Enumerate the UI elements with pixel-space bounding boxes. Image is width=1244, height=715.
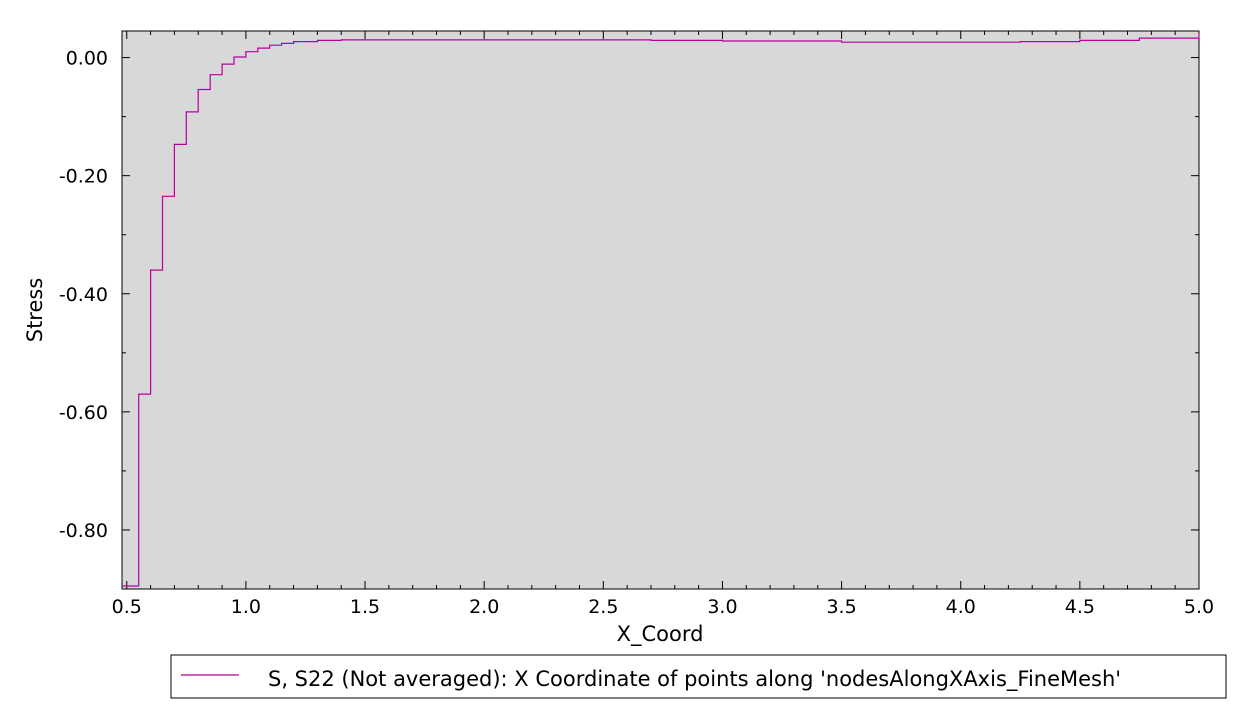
y-tick-label: -0.20 <box>59 166 108 188</box>
y-axis-title: Stress <box>23 278 47 343</box>
plot-area <box>121 30 1200 590</box>
y-tick-label: 0.00 <box>66 48 108 70</box>
x-tick-label: 4.5 <box>1065 596 1095 618</box>
legend-label: S, S22 (Not averaged): X Coordinate of p… <box>268 667 1121 692</box>
x-tick-label: 3.0 <box>707 596 737 618</box>
x-tick-label: 4.0 <box>946 596 976 618</box>
x-axis: 0.5 1.0 1.5 2.0 2.5 3.0 3.5 4.0 4.5 5.0 <box>112 31 1214 618</box>
x-tick-label: 2.5 <box>588 596 618 618</box>
x-axis-title: X_Coord <box>617 622 704 647</box>
x-tick-label: 3.5 <box>826 596 856 618</box>
x-tick-label: 0.5 <box>112 596 142 618</box>
x-tick-label: 1.5 <box>350 596 380 618</box>
y-tick-label: -0.60 <box>59 402 108 424</box>
x-tick-label: 5.0 <box>1184 596 1214 618</box>
legend: S, S22 (Not averaged): X Coordinate of p… <box>170 654 1227 699</box>
legend-box <box>170 654 1227 699</box>
y-tick-label: -0.80 <box>59 520 108 542</box>
x-tick-label: 2.0 <box>469 596 499 618</box>
series-line-s22 <box>122 33 1200 587</box>
y-tick-label: -0.40 <box>59 284 108 306</box>
y-axis: 0.00 -0.20 -0.40 -0.60 -0.80 <box>59 48 1199 590</box>
x-tick-label: 1.0 <box>231 596 261 618</box>
